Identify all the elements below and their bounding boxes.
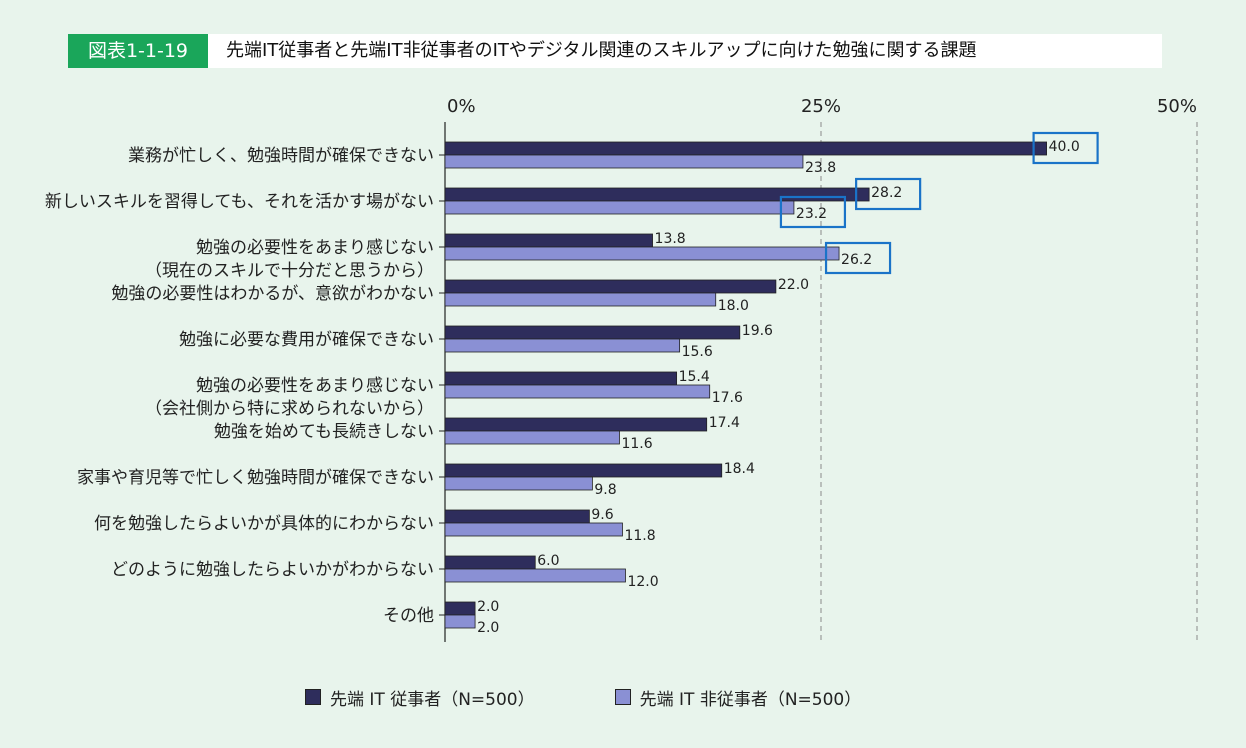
data-label-series2: 15.6 bbox=[682, 344, 713, 360]
data-label-series2: 9.8 bbox=[594, 482, 616, 498]
bar-series1 bbox=[444, 417, 708, 432]
bar-series1 bbox=[444, 279, 777, 294]
legend-label-series2: 先端 IT 非従事者（N=500） bbox=[639, 689, 862, 710]
bar-series1 bbox=[444, 187, 870, 202]
category-label: 新しいスキルを習得しても、それを活かす場がない bbox=[45, 192, 434, 212]
category-label: 勉強に必要な費用が確保できない bbox=[179, 330, 434, 350]
figure-header: 図表1-1-19 先端IT従事者と先端IT非従事者のITやデジタル関連のスキルア… bbox=[68, 34, 1162, 68]
bar-series2 bbox=[444, 430, 620, 445]
data-label-series2: 18.0 bbox=[718, 298, 749, 314]
legend-item-series1: 先端 IT 従事者（N=500） bbox=[305, 685, 535, 710]
data-label-series1: 18.4 bbox=[724, 461, 755, 477]
data-label-series1: 19.6 bbox=[742, 323, 773, 339]
data-label-series2: 11.8 bbox=[624, 528, 655, 544]
category-label: 家事や育児等で忙しく勉強時間が確保できない bbox=[77, 468, 434, 488]
category-label-sub: （会社側から特に求められないから） bbox=[145, 399, 434, 419]
highlight-box bbox=[779, 195, 847, 229]
bar-series2 bbox=[444, 200, 795, 215]
data-label-series2: 17.6 bbox=[712, 390, 743, 406]
data-label-series1: 6.0 bbox=[537, 553, 559, 569]
figure-title: 先端IT従事者と先端IT非従事者のITやデジタル関連のスキルアップに向けた勉強に… bbox=[226, 40, 977, 61]
category-label: 勉強を始めても長続きしない bbox=[214, 422, 434, 442]
bar-series1 bbox=[444, 463, 723, 478]
data-label-series1: 28.2 bbox=[871, 185, 902, 201]
highlight-box bbox=[1032, 131, 1099, 165]
chart-legend: 先端 IT 従事者（N=500） 先端 IT 非従事者（N=500） bbox=[305, 684, 941, 710]
data-label-series1: 17.4 bbox=[709, 415, 740, 431]
bar-series1 bbox=[444, 141, 1047, 156]
bar-series2 bbox=[444, 614, 476, 629]
category-label: どのように勉強したらよいかがわからない bbox=[111, 560, 434, 580]
bar-series2 bbox=[444, 568, 626, 583]
highlight-box bbox=[855, 177, 922, 211]
bar-series2 bbox=[444, 476, 593, 491]
category-label-sub: （現在のスキルで十分だと思うから） bbox=[145, 261, 434, 281]
bar-chart: 0% 25% 50% 業務が忙しく、勉強時間が確保できない新しいスキルを習得しても、そ… bbox=[45, 96, 1198, 642]
bar-series2 bbox=[444, 154, 804, 169]
legend-label-series1: 先端 IT 従事者（N=500） bbox=[330, 689, 535, 710]
bar-series2 bbox=[444, 384, 711, 399]
data-label-series1: 13.8 bbox=[655, 231, 686, 247]
figure-id-badge: 図表1-1-19 bbox=[68, 34, 208, 68]
data-label-series1: 22.0 bbox=[778, 277, 809, 293]
bar-series1 bbox=[444, 325, 741, 340]
legend-item-series2: 先端 IT 非従事者（N=500） bbox=[614, 685, 862, 710]
data-label-series2: 26.2 bbox=[841, 252, 872, 268]
data-label-series1: 9.6 bbox=[591, 507, 613, 523]
highlight-box bbox=[824, 241, 892, 275]
bar-series2 bbox=[444, 292, 717, 307]
category-label: 勉強の必要性はわかるが、意欲がわかない bbox=[111, 284, 434, 304]
bar-series1 bbox=[444, 233, 653, 248]
category-label: 業務が忙しく、勉強時間が確保できない bbox=[128, 146, 434, 166]
legend-swatch-series1 bbox=[305, 689, 321, 705]
data-label-series2: 2.0 bbox=[477, 620, 499, 636]
bar-series2 bbox=[444, 338, 681, 353]
data-label-series1: 2.0 bbox=[477, 599, 499, 615]
data-label-series1: 15.4 bbox=[679, 369, 710, 385]
legend-swatch-series2 bbox=[614, 689, 631, 705]
bar-series1 bbox=[444, 509, 590, 524]
bar-series2 bbox=[444, 246, 840, 261]
tick-label-0: 0% bbox=[447, 96, 476, 117]
data-label-series2: 12.0 bbox=[627, 574, 658, 590]
data-label-series2: 23.2 bbox=[796, 206, 827, 222]
bar-series1 bbox=[444, 555, 536, 570]
category-label: 勉強の必要性をあまり感じない bbox=[196, 376, 434, 396]
bar-series2 bbox=[444, 522, 623, 537]
tick-label-50: 50% bbox=[1157, 96, 1197, 117]
data-label-series2: 11.6 bbox=[621, 436, 652, 452]
data-label-series1: 40.0 bbox=[1049, 139, 1080, 155]
data-label-series2: 23.8 bbox=[805, 160, 836, 176]
category-label: 勉強の必要性をあまり感じない bbox=[196, 238, 434, 258]
category-label: 何を勉強したらよいかが具体的にわからない bbox=[94, 514, 434, 534]
tick-label-25: 25% bbox=[801, 96, 841, 117]
category-label: その他 bbox=[383, 606, 434, 626]
bar-series1 bbox=[444, 601, 476, 616]
bar-series1 bbox=[444, 371, 678, 386]
